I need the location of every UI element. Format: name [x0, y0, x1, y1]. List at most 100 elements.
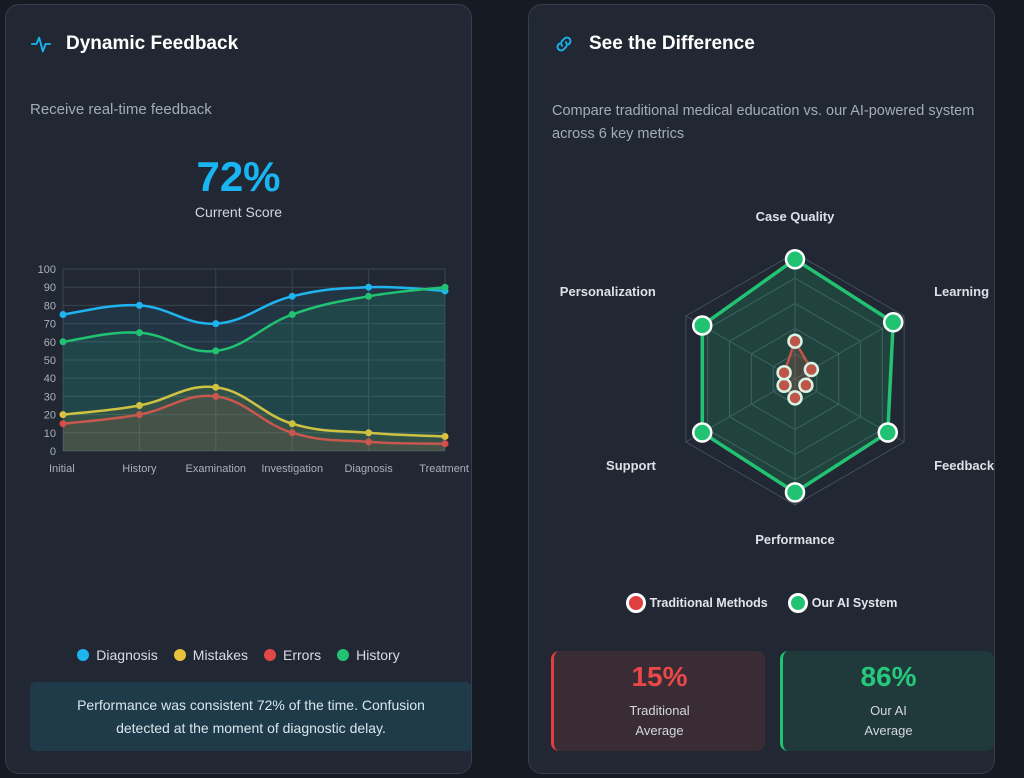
data-point-history[interactable]	[441, 283, 449, 291]
series-line-mistakes	[62, 385, 446, 438]
activity-pulse-icon	[30, 36, 52, 53]
x-tick-label: Treatment	[419, 463, 469, 475]
legend-dot	[264, 649, 277, 661]
legend-dot	[77, 649, 90, 661]
y-tick-label: 80	[44, 300, 56, 312]
radar-point-our-ai-system[interactable]	[691, 422, 713, 443]
card-header: Dynamic Feedback	[30, 33, 238, 55]
radar-point-our-ai-system[interactable]	[877, 422, 899, 443]
legend-label: Traditional Methods	[649, 596, 768, 610]
legend-label: Diagnosis	[96, 647, 158, 663]
legend-item-traditional-methods[interactable]: Traditional Methods	[625, 593, 768, 613]
comparison-radar-chart: Case Quality Learning Feedback Performance S…	[560, 209, 995, 545]
performance-line-chart: 0 10 20 30 40 50 60 70 80 90 100 Initial History Exam…	[38, 264, 469, 475]
current-score-value: 72%	[196, 153, 281, 200]
legend-dot	[173, 649, 186, 661]
series-area-mistakes	[63, 386, 445, 451]
card-header: See the Difference	[553, 33, 755, 55]
radar-point-our-ai-system[interactable]	[882, 312, 904, 333]
y-tick-label: 0	[50, 446, 56, 458]
y-tick-label: 40	[44, 373, 56, 385]
y-tick-label: 60	[44, 337, 56, 349]
legend-item-our-ai-system[interactable]: Our AI System	[787, 593, 898, 613]
x-tick-label: Investigation	[261, 463, 323, 475]
y-tick-label: 10	[44, 428, 56, 440]
data-point-history[interactable]	[59, 338, 67, 346]
radar-axis-label: Feedback	[934, 458, 995, 473]
data-point-diagnosis[interactable]	[212, 320, 220, 328]
series-line-errors	[62, 394, 446, 445]
x-tick-label: Diagnosis	[344, 463, 393, 475]
radar-point-traditional-methods[interactable]	[787, 333, 803, 349]
data-point-errors[interactable]	[212, 392, 220, 400]
card-title: Dynamic Feedback	[66, 33, 239, 54]
data-point-errors[interactable]	[288, 429, 296, 437]
stat-value: 15%	[631, 661, 688, 692]
traditional-average-stat: 15% Traditional Average	[551, 651, 765, 751]
data-point-errors[interactable]	[365, 438, 373, 446]
dynamic-feedback-card: Dynamic Feedback Receive real-time feedb…	[5, 4, 472, 774]
current-score-label: Current Score	[194, 204, 283, 220]
radar-chart-legend: Traditional Methods Our AI System	[529, 593, 994, 613]
radar-point-traditional-methods[interactable]	[803, 361, 820, 378]
radar-point-our-ai-system[interactable]	[784, 249, 806, 270]
data-point-diagnosis[interactable]	[288, 292, 296, 300]
data-point-diagnosis[interactable]	[135, 301, 143, 309]
data-point-mistakes[interactable]	[288, 420, 296, 428]
data-point-mistakes[interactable]	[441, 432, 449, 440]
data-point-mistakes[interactable]	[135, 402, 143, 409]
ai-average-stat: 86% Our AI Average	[780, 651, 994, 751]
legend-marker	[787, 593, 808, 613]
y-tick-label: 20	[44, 410, 56, 422]
card-description: Compare traditional medical education vs…	[552, 103, 975, 142]
stat-label: Traditional Average	[629, 703, 690, 738]
data-point-mistakes[interactable]	[59, 411, 67, 419]
legend-item-mistakes[interactable]: Mistakes	[173, 647, 249, 663]
data-point-errors[interactable]	[441, 440, 449, 448]
legend-dot	[337, 649, 350, 661]
data-point-history[interactable]	[212, 347, 220, 355]
radar-point-traditional-methods[interactable]	[787, 390, 803, 406]
data-point-diagnosis[interactable]	[59, 311, 67, 318]
radar-point-our-ai-system[interactable]	[691, 315, 713, 336]
data-point-diagnosis[interactable]	[365, 283, 373, 291]
legend-label: History	[356, 647, 400, 663]
series-area-history	[63, 287, 445, 451]
legend-item-diagnosis[interactable]: Diagnosis	[77, 647, 158, 663]
card-description: Receive real-time feedback	[30, 101, 212, 118]
y-tick-label: 70	[44, 319, 56, 331]
data-point-mistakes[interactable]	[212, 383, 220, 391]
radar-point-traditional-methods[interactable]	[798, 377, 814, 394]
x-tick-label: History	[122, 463, 157, 475]
x-tick-label: Examination	[186, 463, 247, 475]
legend-label: Errors	[283, 647, 322, 663]
radar-point-traditional-methods[interactable]	[776, 364, 792, 381]
legend-label: Our AI System	[811, 596, 898, 610]
data-point-history[interactable]	[288, 311, 296, 318]
radar-axis-label: Support	[606, 458, 656, 473]
legend-marker	[625, 593, 646, 613]
y-tick-label: 50	[44, 355, 56, 367]
card-title: See the Difference	[589, 33, 755, 54]
series-line-diagnosis	[62, 285, 446, 325]
data-point-mistakes[interactable]	[365, 429, 373, 437]
radar-axis-label: Performance	[755, 532, 834, 545]
data-point-history[interactable]	[135, 329, 143, 337]
data-point-errors[interactable]	[135, 411, 143, 419]
performance-insight: Performance was consistent 72% of the ti…	[30, 682, 471, 751]
data-point-history[interactable]	[365, 292, 373, 300]
legend-item-errors[interactable]: Errors	[264, 647, 321, 663]
x-tick-label: Initial	[49, 463, 75, 475]
legend-item-history[interactable]: History	[337, 647, 400, 663]
y-tick-label: 100	[38, 264, 56, 276]
stat-value: 86%	[860, 661, 917, 692]
series-line-history	[62, 285, 446, 353]
legend-label: Mistakes	[192, 647, 249, 663]
stat-label: Our AI Average	[864, 703, 913, 738]
line-chart-legend: Diagnosis Mistakes Errors History	[6, 647, 471, 663]
data-point-errors[interactable]	[59, 420, 67, 428]
radar-series-our-ai-system	[700, 257, 895, 495]
radar-point-our-ai-system[interactable]	[784, 482, 806, 503]
radar-axis-label: Personalization	[560, 284, 656, 299]
y-tick-label: 30	[44, 391, 56, 403]
